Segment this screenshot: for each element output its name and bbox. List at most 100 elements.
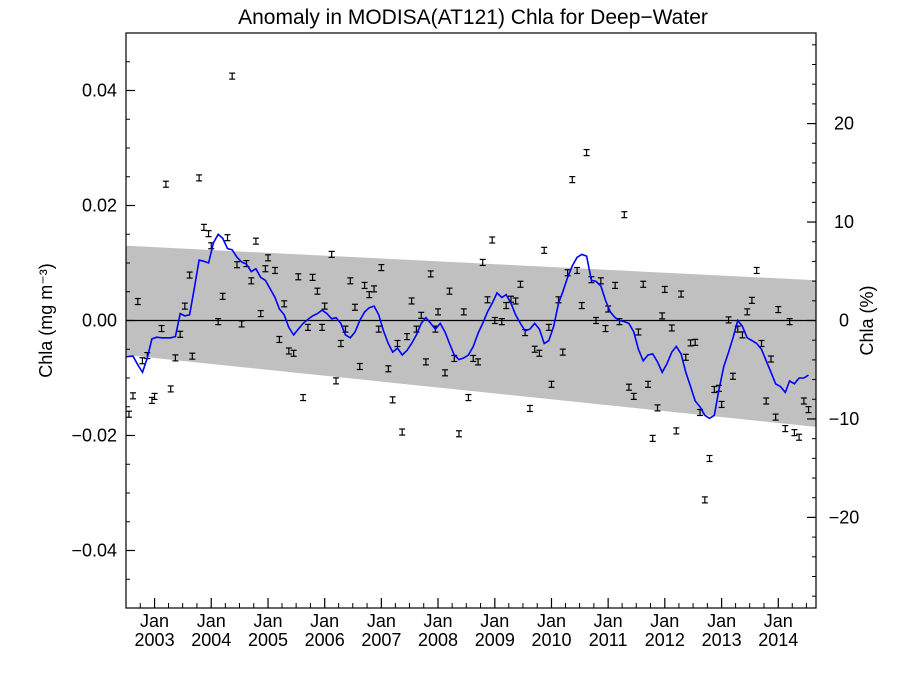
data-point	[134, 297, 141, 306]
data-point	[229, 72, 236, 80]
data-point	[422, 358, 429, 366]
data-point	[219, 292, 226, 300]
data-point	[172, 354, 179, 362]
data-point	[753, 266, 760, 275]
data-point	[281, 300, 288, 308]
data-point	[706, 454, 713, 463]
data-point	[272, 266, 279, 275]
data-point	[265, 254, 272, 262]
data-point	[678, 290, 685, 298]
data-point	[645, 380, 652, 388]
data-point	[328, 250, 335, 258]
x-tick-label-month: Jan	[423, 611, 452, 631]
data-point	[744, 308, 751, 316]
x-tick-label-year: 2008	[418, 630, 458, 650]
data-point	[661, 285, 668, 294]
data-point	[630, 392, 637, 400]
data-point	[786, 318, 793, 326]
data-point	[276, 335, 283, 344]
data-point	[125, 410, 132, 418]
data-point	[782, 425, 789, 433]
x-tick-label-year: 2009	[475, 630, 515, 650]
data-point	[748, 296, 755, 304]
data-point	[775, 305, 782, 314]
data-point	[361, 281, 368, 290]
data-point	[796, 433, 803, 441]
data-point	[625, 383, 632, 391]
x-tick-label-year: 2003	[135, 630, 175, 650]
data-point	[725, 316, 732, 324]
data-point	[257, 310, 264, 318]
data-point	[498, 318, 505, 326]
data-point	[139, 357, 146, 365]
data-point	[300, 393, 307, 402]
data-point	[337, 339, 344, 348]
x-tick-label-month: Jan	[254, 611, 283, 631]
data-point	[215, 318, 222, 326]
y-tick-label-left: 0.02	[82, 196, 117, 216]
data-point	[640, 280, 647, 288]
y-tick-label-left: −0.04	[71, 541, 117, 561]
data-point	[489, 236, 496, 244]
data-point	[427, 270, 434, 278]
y-tick-label-right: −10	[829, 409, 860, 429]
x-tick-label-month: Jan	[707, 611, 736, 631]
data-point	[418, 311, 425, 319]
data-point	[484, 296, 491, 304]
y-axis-right: 20 10 0 −10 −20	[807, 44, 860, 597]
data-point	[347, 277, 354, 285]
data-point	[578, 301, 585, 310]
data-point	[181, 302, 188, 310]
x-tick-label-month: Jan	[480, 611, 509, 631]
data-point	[177, 330, 184, 338]
y-tick-label-left: −0.02	[71, 426, 117, 446]
data-point	[470, 354, 477, 363]
y-tick-label-left: 0.04	[82, 81, 117, 101]
x-tick-label-year: 2010	[531, 630, 571, 650]
data-point	[151, 392, 158, 400]
y-tick-label-left: 0.00	[82, 311, 117, 331]
x-tick-label-month: Jan	[197, 611, 226, 631]
data-point	[574, 266, 581, 275]
data-point	[394, 339, 401, 348]
data-point	[475, 358, 482, 366]
data-point	[621, 211, 628, 219]
data-point	[711, 385, 718, 394]
y-tick-label-right: 10	[834, 212, 854, 232]
x-tick-label-month: Jan	[140, 611, 169, 631]
series-line	[125, 233, 809, 420]
data-point	[333, 377, 340, 385]
data-point	[536, 349, 543, 357]
y-tick-label-right: −20	[829, 507, 860, 527]
data-point	[583, 149, 590, 157]
data-point	[767, 355, 774, 363]
x-tick-label-month: Jan	[310, 611, 339, 631]
data-point	[129, 392, 136, 400]
data-point	[446, 287, 453, 295]
data-point	[158, 324, 165, 333]
data-point	[399, 428, 406, 436]
data-point	[389, 396, 396, 404]
data-point	[378, 264, 385, 272]
data-point	[772, 413, 779, 421]
x-tick-label-year: 2014	[758, 630, 798, 650]
data-point	[479, 258, 486, 267]
data-point	[718, 400, 725, 409]
chart-title: Anomaly in MODISA(AT121) Chla for Deep−W…	[238, 6, 708, 29]
data-point	[148, 396, 155, 405]
x-axis: Jan2003Jan2004Jan2005Jan2006Jan2007Jan20…	[125, 598, 807, 650]
y-axis-left: 0.04 0.02 0.00 −0.02 −0.04	[71, 32, 135, 609]
x-tick-label-year: 2006	[305, 630, 345, 650]
data-point	[545, 323, 552, 331]
data-point	[262, 265, 269, 273]
data-point	[285, 347, 292, 355]
data-point	[548, 380, 555, 388]
data-point	[375, 325, 382, 333]
data-point	[602, 324, 609, 333]
data-point	[248, 277, 255, 285]
x-tick-label-month: Jan	[537, 611, 566, 631]
data-point	[682, 353, 689, 361]
data-point	[673, 427, 680, 435]
x-tick-label-month: Jan	[367, 611, 396, 631]
data-point	[692, 338, 699, 346]
